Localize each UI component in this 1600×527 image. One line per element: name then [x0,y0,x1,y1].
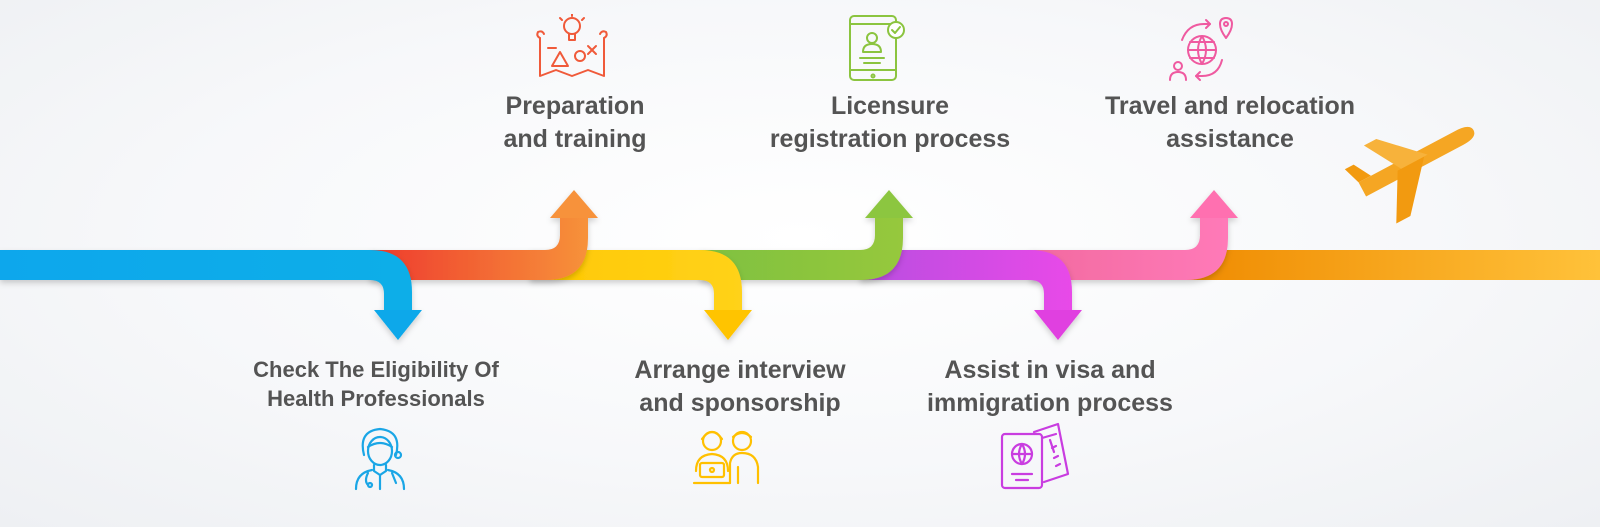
purple-arrow [860,250,1082,340]
blue-arrow [0,250,422,340]
orange-band [1180,250,1600,280]
step-label-line: Travel and relocation [1104,92,1356,120]
step-label-travel: Travel and relocation assistance [1070,90,1390,155]
step-label-line: Health Professionals [267,385,485,411]
airplane-icon [1344,126,1475,224]
step-label-licensure: Licensure registration process [740,90,1040,155]
step-label-check: Check The Eligibility Of Health Professi… [226,356,526,413]
step-label-line: Arrange interview [634,356,846,384]
step-label-interview: Arrange interview and sponsorship [600,354,880,419]
step-label-line: registration process [769,124,1011,153]
step-label-visa: Assist in visa and immigration process [900,354,1200,419]
step-label-line: immigration process [927,388,1173,417]
passport-ticket-icon [1000,422,1070,490]
nurse-icon [354,427,406,491]
step-label-line: and sponsorship [639,388,841,417]
red-orange-arrow [370,190,598,280]
step-label-line: Licensure [830,92,950,120]
step-label-line: and training [503,124,647,153]
step-label-line: Check The Eligibility Of [253,357,499,382]
green-arrow [700,190,913,280]
mobile-verified-id-icon [849,15,905,81]
interview-people-icon [692,430,760,485]
step-label-prep: Preparation and training [470,90,680,155]
step-label-line: assistance [1166,124,1294,153]
planning-map-icon [536,14,608,77]
step-label-line: Assist in visa and [944,356,1156,384]
globe-location-icon [1169,17,1233,81]
yellow-arrow [530,250,752,340]
pink-arrow [1030,190,1238,280]
step-label-line: Preparation [505,92,645,120]
